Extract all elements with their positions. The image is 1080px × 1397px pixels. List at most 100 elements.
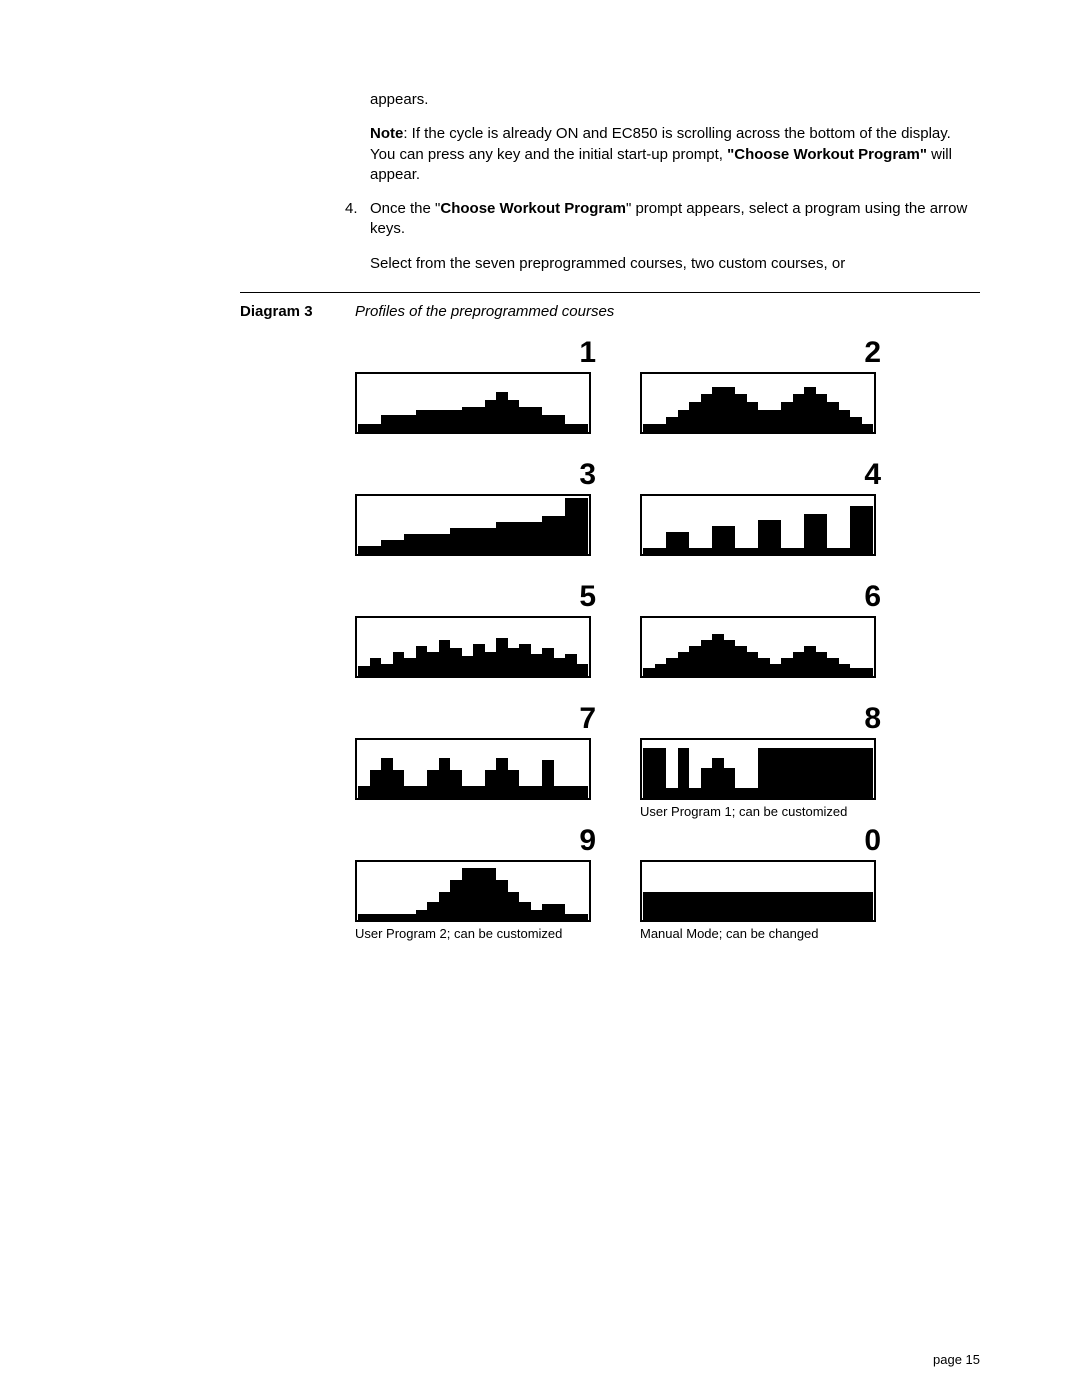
profile-bar xyxy=(839,664,851,676)
profile-bar xyxy=(655,424,667,432)
profile-chart xyxy=(640,860,876,922)
profile-bar xyxy=(712,758,724,798)
profile-bar xyxy=(416,646,428,676)
step-4-body: Once the "Choose Workout Program" prompt… xyxy=(370,199,980,240)
profile-bar xyxy=(496,522,508,554)
profile-bar xyxy=(508,770,520,798)
profile-bar xyxy=(770,520,782,554)
profile-bar xyxy=(724,387,736,432)
profile-bar xyxy=(358,914,370,920)
profile-bar xyxy=(827,658,839,676)
profile-bar xyxy=(381,664,393,676)
profile-caption xyxy=(355,438,595,454)
profile-caption: User Program 1; can be customized xyxy=(640,804,880,820)
profile-bar xyxy=(747,652,759,676)
profile-bar xyxy=(712,387,724,432)
profile-bar xyxy=(781,748,793,798)
profile-bar xyxy=(450,770,462,798)
profile-bar xyxy=(577,424,589,432)
profile-bar xyxy=(542,648,554,676)
profile-bar xyxy=(565,786,577,798)
profile-bar xyxy=(678,892,690,920)
profile-bar xyxy=(850,748,862,798)
profile-bar xyxy=(554,904,566,920)
profile-bar xyxy=(689,646,701,676)
profile-bar xyxy=(439,640,451,676)
profile-bar xyxy=(770,748,782,798)
profile-bar xyxy=(370,914,382,920)
profile-bar xyxy=(735,548,747,554)
profile-bar xyxy=(439,758,451,798)
profile-bar xyxy=(655,548,667,554)
profile-bar xyxy=(450,880,462,920)
profile-bar xyxy=(404,786,416,798)
profile-bar xyxy=(804,748,816,798)
profile-number: 7 xyxy=(355,704,595,734)
profile-number: 0 xyxy=(640,826,880,856)
profile-bar xyxy=(485,528,497,554)
profile-bar xyxy=(816,652,828,676)
profile-bar xyxy=(735,394,747,432)
profile-bar xyxy=(473,786,485,798)
profile-bar xyxy=(542,415,554,432)
profile-bar xyxy=(427,410,439,432)
profile-bar xyxy=(485,868,497,920)
profile-bar xyxy=(850,892,862,920)
note-bold: "Choose Workout Program" xyxy=(727,146,927,163)
profile-bar xyxy=(462,868,474,920)
profile-cell-2: 2 xyxy=(640,338,880,454)
profile-cell-4: 4 xyxy=(640,460,880,576)
profile-number: 1 xyxy=(355,338,595,368)
profile-bar xyxy=(554,786,566,798)
profile-bar xyxy=(839,892,851,920)
manual-page: appears. Note: If the cycle is already O… xyxy=(0,0,1080,1397)
profile-bar xyxy=(793,548,805,554)
profile-bar xyxy=(450,528,462,554)
profile-chart xyxy=(355,372,591,434)
text-appears: appears. xyxy=(370,90,980,110)
profile-bar xyxy=(531,654,543,676)
profile-bar xyxy=(381,914,393,920)
profile-bar xyxy=(655,664,667,676)
profile-bar xyxy=(358,546,370,554)
profile-bar xyxy=(416,910,428,920)
profile-number: 8 xyxy=(640,704,880,734)
profile-caption: Manual Mode; can be changed xyxy=(640,926,880,942)
profile-number: 5 xyxy=(355,582,595,612)
profile-bar xyxy=(531,910,543,920)
profile-bar xyxy=(758,520,770,554)
profile-bar xyxy=(496,638,508,676)
profile-bar xyxy=(473,644,485,676)
step-4-bold: Choose Workout Program xyxy=(440,200,626,217)
profile-bar xyxy=(678,652,690,676)
profile-bar xyxy=(496,880,508,920)
profile-bar xyxy=(839,548,851,554)
profile-bar xyxy=(816,394,828,432)
profile-bar xyxy=(508,400,520,432)
profile-bar xyxy=(393,540,405,554)
profile-bar xyxy=(381,758,393,798)
profile-bar xyxy=(542,760,554,798)
profile-bar xyxy=(462,656,474,676)
profile-bar xyxy=(689,548,701,554)
profile-bar xyxy=(770,664,782,676)
profile-bar xyxy=(416,410,428,432)
profile-bar xyxy=(554,658,566,676)
profile-chart xyxy=(640,616,876,678)
profile-bar xyxy=(793,892,805,920)
profile-bar xyxy=(655,892,667,920)
profile-bar xyxy=(701,394,713,432)
profile-cell-8: 8 User Program 1; can be customized xyxy=(640,704,880,820)
profile-bar xyxy=(747,892,759,920)
profile-bar xyxy=(701,640,713,676)
profile-bar xyxy=(565,424,577,432)
step-4-c: Select from the seven preprogrammed cour… xyxy=(370,254,980,274)
profile-bar xyxy=(531,407,543,432)
profile-bar xyxy=(473,407,485,432)
profile-bar xyxy=(781,658,793,676)
profile-cell-9: 9User Program 2; can be customized xyxy=(355,826,595,942)
profile-bar xyxy=(827,892,839,920)
profile-bar xyxy=(643,668,655,676)
profile-bar xyxy=(370,546,382,554)
diagram-header: Diagram 3 Profiles of the preprogrammed … xyxy=(240,303,980,320)
